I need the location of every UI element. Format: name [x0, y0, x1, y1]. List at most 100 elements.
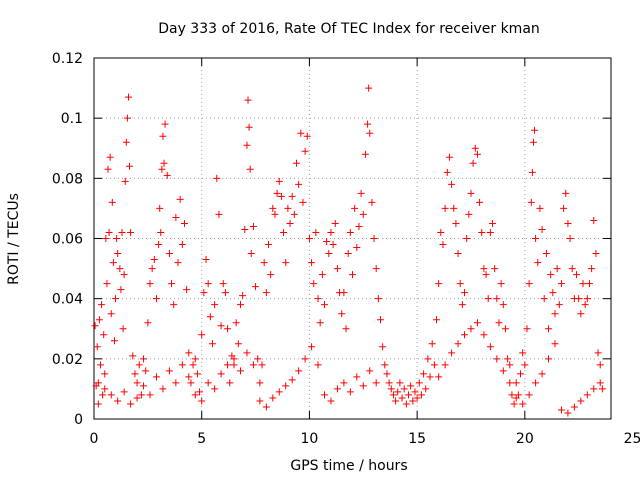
data-point [269, 204, 277, 212]
grid [94, 58, 611, 419]
data-point [157, 228, 165, 236]
data-point [158, 165, 166, 173]
data-point [482, 271, 490, 279]
data-point [368, 198, 376, 206]
data-point [232, 319, 240, 327]
data-point [101, 385, 109, 393]
data-point [243, 349, 251, 357]
data-point [114, 397, 122, 405]
data-point [102, 235, 110, 242]
data-point [99, 391, 107, 399]
data-point [126, 162, 134, 170]
data-point [208, 340, 216, 348]
data-point [379, 343, 387, 351]
data-point [113, 235, 121, 242]
data-point [583, 295, 591, 303]
data-point [204, 379, 212, 387]
data-point [340, 289, 348, 297]
data-point [258, 361, 266, 369]
data-point [441, 361, 449, 369]
data-point [163, 171, 171, 179]
data-point [437, 228, 445, 236]
data-point [185, 373, 193, 381]
x-tick-label: 20 [516, 431, 534, 447]
data-point [596, 379, 604, 387]
data-point [583, 391, 591, 399]
data-point [269, 394, 277, 402]
data-point [150, 256, 158, 264]
data-point [176, 195, 184, 203]
data-point [264, 241, 272, 249]
data-point [187, 379, 195, 387]
y-tick-label: 0 [74, 412, 83, 428]
data-point [152, 373, 160, 381]
data-point [512, 379, 520, 387]
data-point [351, 204, 359, 212]
data-point [510, 400, 518, 408]
data-point [519, 400, 527, 408]
data-point [555, 301, 563, 309]
data-point [267, 271, 275, 279]
data-point [159, 132, 167, 140]
data-point [122, 138, 130, 146]
data-point [560, 204, 568, 212]
data-point [105, 228, 113, 236]
data-point [271, 210, 279, 218]
x-tick-label: 25 [624, 431, 640, 447]
data-point [95, 316, 103, 324]
data-point [409, 397, 417, 405]
data-point [320, 391, 328, 399]
data-point [146, 391, 154, 399]
data-point [160, 159, 168, 167]
data-point [323, 238, 331, 246]
data-point [473, 319, 481, 327]
data-point [273, 189, 281, 197]
data-point [433, 316, 441, 324]
data-point [528, 168, 536, 176]
data-point [142, 367, 150, 375]
data-point [529, 138, 537, 146]
data-point [525, 391, 533, 399]
data-point [365, 84, 373, 92]
data-point [411, 388, 419, 396]
data-point [517, 370, 525, 378]
data-point [573, 271, 581, 279]
data-point [340, 379, 348, 387]
data-point [221, 289, 229, 297]
data-point [108, 198, 116, 206]
data-point [110, 337, 118, 345]
data-point [288, 192, 296, 200]
data-point [252, 283, 260, 291]
data-point [314, 295, 322, 303]
data-point [392, 397, 400, 405]
data-point [124, 93, 132, 101]
data-point [295, 180, 303, 188]
data-point [374, 295, 382, 303]
data-point [590, 216, 598, 224]
data-point [590, 385, 598, 393]
data-point [452, 219, 460, 227]
data-point [493, 295, 501, 303]
data-point [545, 355, 553, 363]
data-point [480, 331, 488, 339]
data-point [106, 153, 114, 161]
data-point [506, 379, 514, 387]
x-tick-label: 5 [197, 431, 206, 447]
data-point [579, 280, 587, 288]
data-point [98, 301, 106, 309]
x-axis: 0 5 10 15 20 25 [90, 58, 640, 447]
data-point [536, 204, 544, 212]
data-point [224, 325, 232, 333]
data-point [107, 391, 115, 399]
x-axis-label: GPS time / hours [290, 458, 407, 474]
data-point [327, 228, 335, 236]
data-point [314, 361, 322, 369]
data-point [239, 292, 247, 300]
data-point [230, 361, 238, 369]
data-point [112, 295, 120, 303]
data-point [224, 361, 232, 369]
data-point [383, 370, 391, 378]
data-point [254, 355, 262, 363]
data-point [499, 367, 507, 375]
